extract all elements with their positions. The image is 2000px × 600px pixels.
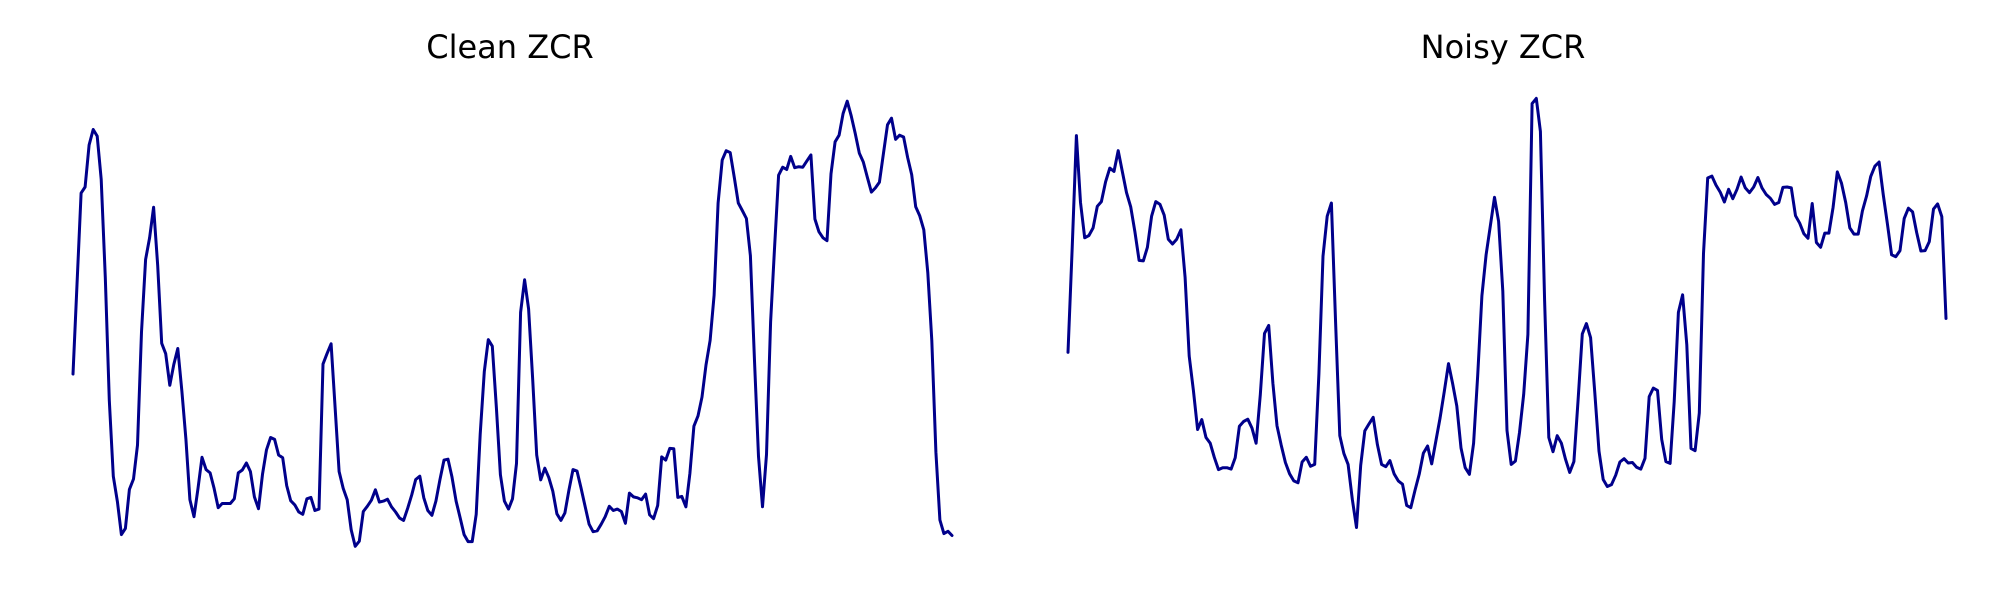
left-chart: Clean ZCR [71,28,954,548]
right-chart-title: Noisy ZCR [1421,28,1586,66]
right-chart: Noisy ZCR [1066,28,1948,529]
left-chart-series-line [71,99,954,548]
left-chart-title: Clean ZCR [426,28,593,66]
right-chart-series-line [1066,96,1948,529]
